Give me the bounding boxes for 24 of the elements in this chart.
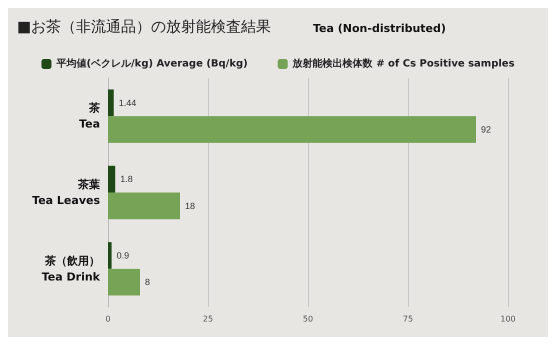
x-tick-label: 50 <box>302 314 314 324</box>
x-tick-label: 75 <box>402 314 414 324</box>
chart-title: ■お茶（非流通品）の放射能検査結果 <box>17 18 272 36</box>
bar <box>108 242 112 269</box>
data-label: 18 <box>185 200 196 211</box>
chart-subtitle: Tea (Non-distributed) <box>313 22 446 35</box>
data-label: 1.8 <box>120 174 133 184</box>
bar <box>108 89 114 116</box>
data-label: 0.9 <box>116 250 130 260</box>
y-tick-label: 茶葉 Tea Leaves <box>32 178 100 207</box>
x-tick-label: 25 <box>202 314 214 324</box>
y-tick-label: 茶（飲用） Tea Drink <box>42 254 101 284</box>
legend-label: 平均値(ベクレル/kg) Average (Bq/kg) <box>55 58 248 70</box>
x-tick-label: 100 <box>500 314 516 324</box>
data-label: 1.44 <box>118 98 136 108</box>
data-label: 92 <box>481 124 492 135</box>
bar <box>108 268 140 296</box>
bar <box>108 116 476 143</box>
legend-label: 放射能検出検体数 # of Cs Positive samples <box>292 58 515 70</box>
y-tick-label: 茶 Tea <box>79 102 100 131</box>
bar <box>108 192 180 220</box>
x-tick-label: 0 <box>105 314 111 324</box>
bar <box>108 166 116 192</box>
data-label: 8 <box>145 277 150 288</box>
